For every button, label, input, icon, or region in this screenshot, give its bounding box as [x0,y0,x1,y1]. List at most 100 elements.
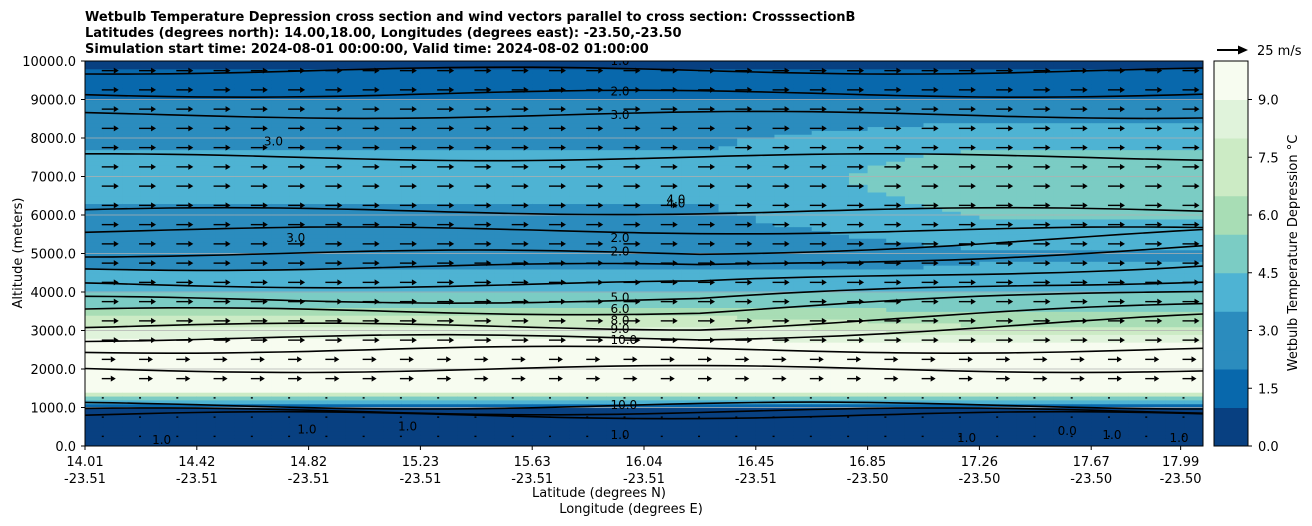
field-cell [532,353,552,359]
field-cell [140,392,161,397]
field-cell [271,430,291,436]
field-cell [252,238,272,243]
field-cell [383,230,403,235]
field-cell [998,141,1018,147]
field-cell [811,114,831,120]
field-cell [737,176,757,181]
field-cell [625,265,645,270]
field-cell [960,111,980,116]
field-cell [923,342,943,347]
field-cell [122,138,142,143]
field-cell [811,168,831,174]
field-cell [494,195,515,201]
field-cell [513,276,533,282]
field-cell [234,392,254,397]
field-cell [532,172,552,178]
field-cell [979,384,999,389]
field-cell [215,61,235,66]
field-cell [327,303,347,308]
field-cell [178,138,198,143]
field-cell [793,307,813,312]
field-cell [942,138,962,143]
field-cell [345,238,366,243]
field-cell [755,326,776,332]
field-cell [830,184,850,189]
field-cell [811,403,831,409]
field-cell [364,153,384,158]
field-cell [644,72,664,77]
field-cell [513,234,533,239]
field-cell [904,84,925,89]
field-cell [196,330,217,335]
field-cell [681,245,701,251]
field-cell [942,372,962,378]
field-cell [979,380,999,385]
field-cell [588,234,608,239]
field-cell [494,145,515,151]
field-cell [793,295,813,301]
field-cell [699,134,720,139]
field-cell [644,138,664,143]
field-cell [811,384,831,389]
field-cell [122,145,142,151]
field-cell [755,353,776,359]
field-cell [494,268,515,274]
field-cell [550,234,571,239]
field-cell [774,176,794,181]
field-cell [886,392,906,397]
field-cell [979,61,999,66]
field-cell [774,284,794,289]
field-cell [606,222,626,228]
field-cell [960,245,980,251]
field-cell [606,334,626,339]
field-cell [737,80,757,85]
field-cell [904,380,925,385]
field-cell [271,149,291,154]
field-cell [122,99,142,104]
field-cell [327,130,347,135]
field-cell [793,392,813,397]
field-cell [476,218,496,224]
field-cell [159,118,179,124]
field-cell [644,164,664,170]
field-cell [364,272,384,278]
field-cell [159,203,179,208]
field-cell [942,334,962,339]
field-cell [811,430,831,436]
field-cell [140,284,161,289]
field-cell [960,399,980,405]
field-cell [103,292,123,297]
field-cell [103,114,123,120]
field-cell [681,199,701,205]
field-cell [960,438,980,443]
field-cell [830,130,850,135]
field-cell [513,295,533,301]
field-cell [327,141,347,147]
field-cell [103,426,123,432]
field-cell [85,95,105,101]
field-cell [140,234,161,239]
field-cell [886,153,906,158]
field-cell [457,342,477,347]
field-cell [140,315,161,320]
field-cell [439,330,459,335]
field-cell [755,180,776,185]
field-cell [644,438,664,443]
field-cell [513,91,533,97]
field-cell [848,415,869,420]
field-cell [793,184,813,189]
field-cell [439,199,459,205]
field-cell [196,215,217,220]
field-cell [178,380,198,385]
field-cell [811,153,831,158]
field-cell [178,334,198,339]
field-cell [178,415,198,420]
field-cell [606,265,626,270]
field-cell [960,345,980,351]
field-cell [178,353,198,359]
field-cell [476,257,496,262]
field-cell [755,122,776,128]
field-cell [308,176,328,181]
field-cell [737,91,757,97]
field-cell [923,257,943,262]
